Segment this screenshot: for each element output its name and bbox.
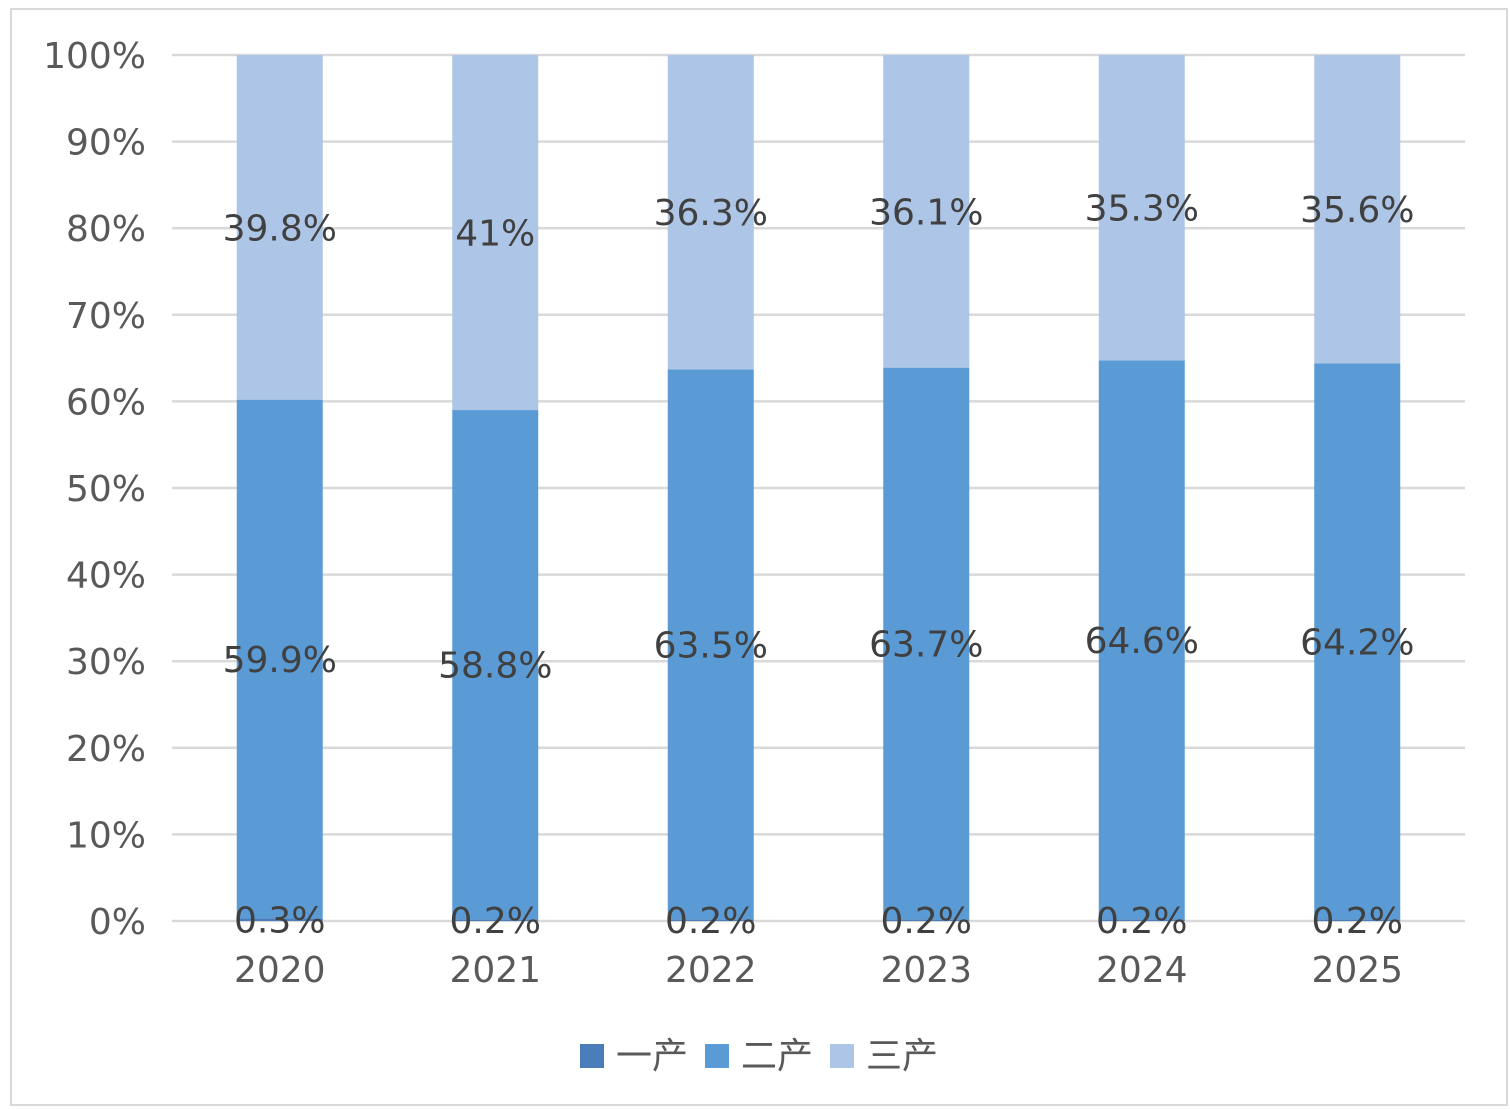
y-tick-label: 10% <box>66 815 146 856</box>
data-label: 0.2% <box>450 901 541 942</box>
y-tick-label: 30% <box>66 642 146 683</box>
bar-segment <box>236 399 323 919</box>
bar-segment <box>1098 55 1185 361</box>
bar-segment <box>1314 363 1401 920</box>
legend-label: 三产 <box>866 1036 938 1077</box>
data-label: 58.8% <box>438 646 552 687</box>
x-tick-label: 2024 <box>1096 950 1188 991</box>
data-label: 36.3% <box>654 193 768 234</box>
y-tick-label: 50% <box>66 469 146 510</box>
y-tick-label: 70% <box>66 296 146 337</box>
data-label: 64.6% <box>1085 621 1199 662</box>
bar-segment <box>1098 919 1185 921</box>
data-labels: 0.3% 59.9% 39.8% 0.2% 58.8% 41% 0.2% 63.5% 36.3%… <box>223 189 1415 942</box>
data-label: 0.2% <box>881 901 972 942</box>
y-tick-label: 20% <box>66 729 146 770</box>
data-label: 35.6% <box>1300 190 1414 231</box>
data-label: 0.2% <box>665 901 756 942</box>
x-tick-label: 2023 <box>880 950 972 991</box>
legend-label: 二产 <box>741 1036 813 1077</box>
bar-segment <box>883 919 970 921</box>
x-tick-label: 2020 <box>234 950 326 991</box>
data-label: 0.3% <box>234 901 325 942</box>
x-tick-label: 2022 <box>665 950 757 991</box>
bars <box>236 55 1401 921</box>
bar-segment <box>452 919 539 921</box>
bar-segment <box>667 919 754 921</box>
bar-segment <box>452 410 539 920</box>
bar-segment <box>667 55 754 370</box>
legend: 一产 二产 三产 <box>580 1036 938 1077</box>
y-tick-label: 100% <box>43 36 146 77</box>
y-tick-label: 90% <box>66 123 146 164</box>
gridlines <box>172 53 1465 923</box>
y-tick-label: 60% <box>66 382 146 423</box>
legend-swatch <box>580 1044 604 1068</box>
y-tick-label: 0% <box>89 902 146 943</box>
bar-segment <box>667 369 754 920</box>
x-tick-label: 2025 <box>1311 950 1403 991</box>
x-tick-label: 2021 <box>449 950 541 991</box>
bar-segment <box>452 55 539 411</box>
legend-label: 一产 <box>616 1036 688 1077</box>
bar-segment <box>883 367 970 920</box>
bar-segment <box>1314 919 1401 921</box>
x-axis-tick-labels: 2020 2021 2022 2023 2024 2025 <box>234 950 1403 991</box>
legend-swatch <box>830 1044 854 1068</box>
data-label: 59.9% <box>223 640 337 681</box>
bar-segment <box>883 55 970 368</box>
data-label: 0.2% <box>1096 901 1187 942</box>
bar-segment <box>1314 55 1401 364</box>
data-label: 63.5% <box>654 625 768 666</box>
data-label: 0.2% <box>1312 901 1403 942</box>
legend-swatch <box>705 1044 729 1068</box>
y-axis-tick-labels: 0% 10% 20% 30% 40% 50% 60% 70% 80% 90% 100% <box>43 36 146 943</box>
y-tick-label: 80% <box>66 209 146 250</box>
data-label: 36.1% <box>869 192 983 233</box>
y-tick-label: 40% <box>66 556 146 597</box>
data-label: 64.2% <box>1300 622 1414 663</box>
data-label: 35.3% <box>1085 189 1199 230</box>
data-label: 39.8% <box>223 208 337 249</box>
bar-segment <box>236 918 323 921</box>
data-label: 63.7% <box>869 624 983 665</box>
data-label: 41% <box>455 214 535 255</box>
bar-segment <box>236 55 323 400</box>
bar-segment <box>1098 360 1185 920</box>
